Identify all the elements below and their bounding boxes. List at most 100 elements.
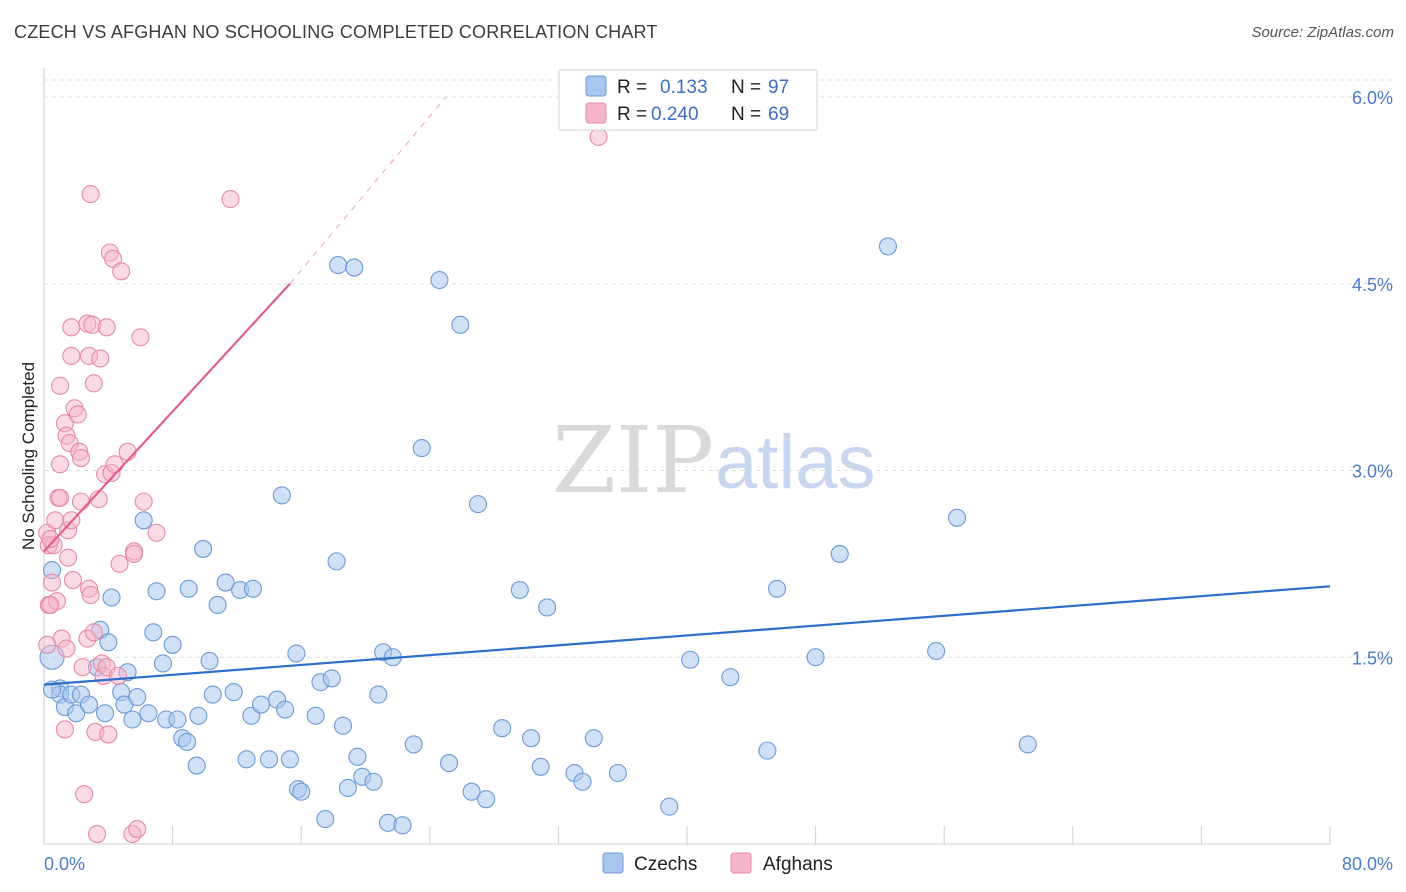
czech-point-19 <box>134 511 153 530</box>
series-legend-label-czech: Czechs <box>634 854 697 875</box>
afghan-points <box>38 127 608 844</box>
czech-point-55 <box>327 552 346 571</box>
czech-point-36 <box>216 573 235 592</box>
czech-point-34 <box>203 685 222 704</box>
czech-point-83 <box>584 729 603 748</box>
czech-point-74 <box>468 495 488 514</box>
afghan-point-50 <box>108 666 127 685</box>
afghan-point-61 <box>221 190 240 209</box>
czech-point-89 <box>767 579 787 598</box>
czech-point-80 <box>538 598 557 617</box>
czech-point-53 <box>316 810 335 829</box>
series-legend-swatch-czech <box>602 852 624 874</box>
czech-point-37 <box>224 683 243 702</box>
afghan-point-58 <box>131 328 150 347</box>
czech-point-35 <box>208 595 227 615</box>
czech-point-68 <box>404 735 423 754</box>
czech-point-12 <box>99 633 118 652</box>
czech-point-95 <box>1018 735 1037 754</box>
afghan-point-35 <box>84 623 103 642</box>
czech-trend-line <box>43 585 1331 686</box>
afghan-point-67 <box>589 127 608 146</box>
czech-point-84 <box>608 763 627 783</box>
czech-point-54 <box>322 669 341 688</box>
chart-title: CZECH VS AFGHAN NO SCHOOLING COMPLETED C… <box>14 22 658 42</box>
trend-lines <box>43 96 1331 686</box>
czech-point-43 <box>259 750 279 769</box>
legend-swatch-afghan <box>585 102 607 124</box>
series-legend: Czechs Afghans <box>602 852 833 875</box>
watermark-atlas: atlas <box>715 420 876 505</box>
czech-point-71 <box>440 754 459 773</box>
czech-point-41 <box>243 579 263 598</box>
czech-point-45 <box>272 486 291 505</box>
czech-point-28 <box>178 732 197 751</box>
czech-point-77 <box>510 580 529 600</box>
afghan-point-68 <box>55 720 74 739</box>
legend-n-label-afghan: N = <box>731 104 761 125</box>
czech-point-63 <box>369 685 388 704</box>
czech-point-94 <box>948 508 967 527</box>
czech-point-26 <box>168 710 187 729</box>
czech-point-33 <box>200 651 219 671</box>
afghan-point-18 <box>62 346 81 366</box>
afghan-point-64 <box>81 185 100 204</box>
czech-point-29 <box>179 579 198 598</box>
czech-point-59 <box>345 258 364 277</box>
czech-point-87 <box>721 668 740 687</box>
afghan-point-16 <box>59 548 78 567</box>
afghan-point-36 <box>84 374 103 393</box>
czech-point-32 <box>194 539 213 558</box>
legend-r-label-afghan: R = <box>617 104 647 125</box>
czech-point-17 <box>123 710 142 729</box>
afghan-point-59 <box>134 492 153 511</box>
czech-point-91 <box>830 544 849 563</box>
czech-point-30 <box>187 756 206 775</box>
afghan-point-45 <box>99 725 118 744</box>
y-tick-label-2: 4.5% <box>1352 275 1393 295</box>
afghan-point-8 <box>51 488 70 507</box>
afghan-point-60 <box>147 523 166 542</box>
czech-point-85 <box>660 797 679 816</box>
czech-point-82 <box>573 772 592 791</box>
afghan-point-3 <box>42 573 62 592</box>
legend-n-value-czech: 97 <box>768 77 789 98</box>
czech-point-50 <box>292 782 311 801</box>
axes <box>43 68 1331 845</box>
legend-r-label-czech: R = <box>617 77 647 98</box>
czech-point-90 <box>806 648 825 667</box>
watermark: ZIP atlas <box>552 407 876 514</box>
czech-point-46 <box>276 700 295 719</box>
afghan-point-52 <box>112 262 131 281</box>
y-axis-label: No Schooling Completed <box>19 362 38 550</box>
legend-swatch-czech <box>585 75 607 97</box>
afghan-point-62 <box>41 595 60 615</box>
afghan-point-26 <box>71 492 91 511</box>
legend-r-value-czech: 0.133 <box>660 77 708 98</box>
afghan-point-53 <box>118 442 137 461</box>
czech-point-51 <box>306 706 325 725</box>
czech-point-23 <box>153 654 173 673</box>
czech-point-62 <box>364 772 383 791</box>
series-legend-label-afghan: Afghans <box>763 854 833 875</box>
series-legend-swatch-afghan <box>730 852 752 874</box>
afghan-point-63 <box>41 529 60 549</box>
legend-n-label-czech: N = <box>731 77 761 98</box>
czech-point-73 <box>462 782 481 801</box>
czech-point-58 <box>338 778 357 798</box>
czech-point-72 <box>451 315 470 334</box>
czech-point-13 <box>102 588 121 607</box>
afghan-point-19 <box>62 318 81 337</box>
czech-point-76 <box>493 719 512 738</box>
afghan-point-39 <box>91 349 110 368</box>
afghan-point-14 <box>57 639 76 658</box>
afghan-trend-line <box>43 283 291 553</box>
stats-legend: R = 0.133 N = 97 R = 0.240 N = 69 <box>558 69 818 131</box>
legend-r-value-afghan: 0.240 <box>651 104 699 125</box>
source-label: Source: ZipAtlas.com <box>1251 24 1394 41</box>
czech-point-78 <box>522 729 541 748</box>
czech-point-75 <box>477 790 496 809</box>
afghan-trend-extension <box>289 96 447 285</box>
afghan-point-43 <box>97 318 116 337</box>
y-tick-label-0: 1.5% <box>1352 648 1393 668</box>
